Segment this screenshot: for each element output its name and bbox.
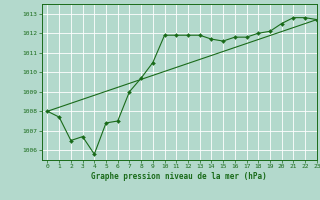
X-axis label: Graphe pression niveau de la mer (hPa): Graphe pression niveau de la mer (hPa) [91,172,267,181]
